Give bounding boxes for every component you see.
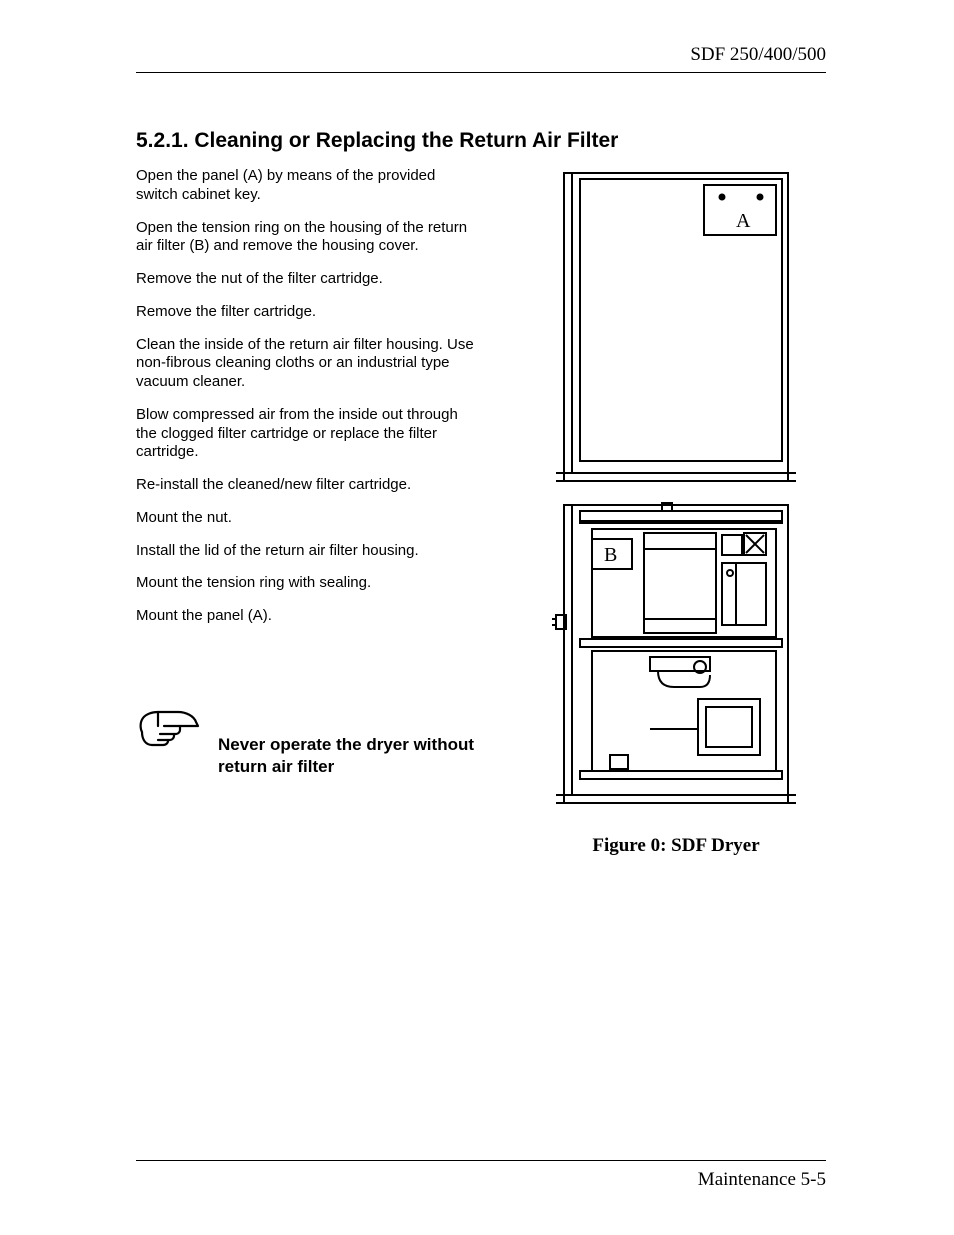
sdf-dryer-diagram: A (550, 167, 802, 807)
step-text: Remove the nut of the filter cartridge. (136, 270, 476, 289)
step-text: Mount the tension ring with sealing. (136, 574, 476, 593)
svg-text:B: B (604, 544, 617, 566)
step-text: Open the panel (A) by means of the provi… (136, 167, 476, 205)
pointing-hand-icon (136, 704, 200, 748)
figure-caption: Figure 0: SDF Dryer (592, 835, 759, 857)
step-text: Blow compressed air from the inside out … (136, 406, 476, 462)
svg-text:A: A (736, 210, 751, 232)
step-text: Install the lid of the return air filter… (136, 542, 476, 561)
page: SDF 250/400/500 5.2.1. Cleaning or Repla… (0, 0, 954, 1235)
footer-text: Maintenance 5-5 (698, 1169, 826, 1190)
warning-text: Never operate the dryer without return a… (218, 704, 476, 778)
step-text: Mount the nut. (136, 509, 476, 528)
step-text: Remove the filter cartridge. (136, 303, 476, 322)
content-row: Open the panel (A) by means of the provi… (136, 167, 826, 857)
section-title: 5.2.1. Cleaning or Replacing the Return … (136, 129, 826, 153)
figure-column: A (526, 167, 826, 857)
doc-id: SDF 250/400/500 (690, 44, 826, 65)
document-footer: Maintenance 5-5 (136, 1160, 826, 1191)
instructions-column: Open the panel (A) by means of the provi… (136, 167, 476, 857)
document-header: SDF 250/400/500 (136, 44, 826, 73)
step-text: Open the tension ring on the housing of … (136, 219, 476, 257)
step-text: Clean the inside of the return air filte… (136, 336, 476, 392)
step-text: Re-install the cleaned/new filter cartri… (136, 476, 476, 495)
step-text: Mount the panel (A). (136, 607, 476, 626)
warning-callout: Never operate the dryer without return a… (136, 704, 476, 778)
